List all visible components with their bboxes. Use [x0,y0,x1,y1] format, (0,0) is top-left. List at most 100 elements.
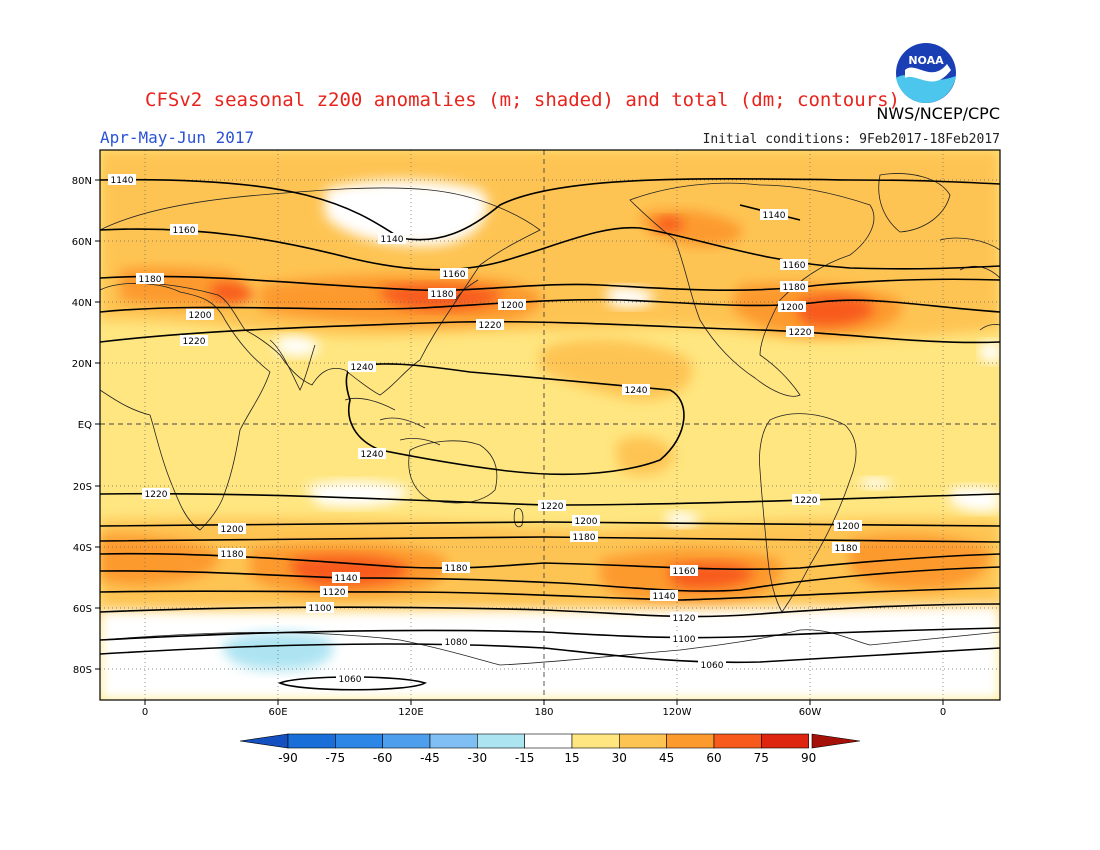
contour-label-1220: 1220 [142,488,170,500]
contour-label-1240: 1240 [358,448,386,460]
colorbar-tick-label: 90 [801,751,816,765]
svg-text:1140: 1140 [653,592,676,602]
contour-label-1220: 1220 [786,326,814,338]
contour-label-1140: 1140 [378,233,406,245]
svg-text:1200: 1200 [501,301,524,311]
svg-text:1200: 1200 [781,303,804,313]
contour-label-1180: 1180 [218,548,246,560]
colorbar-tick-label: -90 [278,751,298,765]
colorbar-box [335,733,383,749]
contour-label-1160: 1160 [440,268,468,280]
colorbar: -90 -75 -60 -45 -30 -15 15 30 45 60 75 90 [239,733,861,765]
coastlines [100,173,1000,666]
lat-label: 20N [72,359,92,370]
colorbar-tick-label: -30 [468,751,488,765]
svg-text:1180: 1180 [221,550,244,560]
lon-label: 60E [268,707,287,718]
map-title: CFSv2 seasonal z200 anomalies (m; shaded… [145,89,900,111]
contour-label-1140: 1140 [760,209,788,221]
contour-label-1220: 1220 [538,500,566,512]
svg-text:1100: 1100 [309,604,332,614]
contour-label-1180: 1180 [832,542,860,554]
contour-label-1180: 1180 [428,288,456,300]
svg-text:1160: 1160 [443,270,466,280]
contour-label-1180: 1180 [136,273,164,285]
svg-text:1180: 1180 [835,544,858,554]
lon-label: 120W [663,707,692,718]
contour-label-1220: 1220 [180,335,208,347]
initial-conditions-label: Initial conditions: 9Feb2017-18Feb2017 [702,132,1000,147]
contour-label-1200: 1200 [498,299,526,311]
svg-text:1140: 1140 [763,211,786,221]
contour-label-1220: 1220 [476,319,504,331]
contour-label-1160: 1160 [670,565,698,577]
svg-text:1060: 1060 [339,675,362,685]
lon-label: 120E [398,707,423,718]
contour-label-1160: 1160 [170,224,198,236]
colorbar-tick-label: -45 [420,751,440,765]
colorbar-tick-label: 30 [612,751,627,765]
svg-text:1180: 1180 [431,290,454,300]
svg-text:1240: 1240 [351,363,374,373]
colorbar-tick-label: 75 [754,751,769,765]
contour-label-1140: 1140 [332,572,360,584]
lon-label: 0 [142,707,148,718]
svg-text:1220: 1220 [183,337,206,347]
contour-label-1100: 1100 [670,633,698,645]
contour-label-1180: 1180 [442,562,470,574]
contour-label-1060: 1060 [336,673,364,685]
colorbar-tick-label: 15 [564,751,579,765]
colorbar-box [382,733,431,749]
map-frame [99,149,1001,701]
contour-label-1140: 1140 [108,174,136,186]
svg-text:1220: 1220 [789,328,812,338]
contour-label-1120: 1120 [670,612,698,624]
contour-label-1200: 1200 [218,523,246,535]
svg-text:1220: 1220 [541,502,564,512]
contour-label-1200: 1200 [186,309,214,321]
svg-text:1140: 1140 [335,574,358,584]
colorbar-tick-label: -60 [373,751,393,765]
svg-text:1180: 1180 [445,564,468,574]
agency-label: NWS/NCEP/CPC [876,104,1000,123]
latitude-labels: 80N 60N 40N 20N EQ 20S 40S 60S 80S [72,176,92,676]
anomaly-shading [100,150,1000,700]
svg-text:1180: 1180 [783,283,806,293]
lon-label: 180 [534,707,553,718]
svg-text:1240: 1240 [625,386,648,396]
contour-label-1160: 1160 [780,259,808,271]
colorbar-box [477,733,525,749]
axis-ticks [95,179,944,705]
contour-label-1080: 1080 [442,636,470,648]
svg-text:1200: 1200 [221,525,244,535]
colorbar-box [287,733,336,749]
colorbar-tick-label: 60 [706,751,721,765]
svg-text:1120: 1120 [673,614,696,624]
svg-text:1160: 1160 [673,567,696,577]
lat-label: 20S [73,482,92,493]
colorbar-box [429,733,478,749]
lat-label: 80S [73,665,92,676]
colorbar-box [713,733,762,749]
svg-text:1200: 1200 [575,517,598,527]
svg-text:1160: 1160 [783,261,806,271]
contour-label-1120: 1120 [320,586,348,598]
svg-text:1140: 1140 [111,176,134,186]
colorbar-end-right [811,733,861,749]
lat-label: 80N [72,176,92,187]
svg-text:1220: 1220 [479,321,502,331]
season-label: Apr-May-Jun 2017 [100,128,255,147]
longitude-labels: 0 60E 120E 180 120W 60W 0 [142,707,946,718]
contour-label-1180: 1180 [570,531,598,543]
contour-label-1220: 1220 [792,494,820,506]
svg-text:1120: 1120 [323,588,346,598]
colorbar-box [666,733,715,749]
contour-label-1180: 1180 [780,281,808,293]
svg-text:1200: 1200 [189,311,212,321]
contour-label-1140: 1140 [650,590,678,602]
lat-label: 60N [72,237,92,248]
svg-text:1240: 1240 [361,450,384,460]
svg-text:1180: 1180 [139,275,162,285]
colorbar-box [571,733,620,749]
